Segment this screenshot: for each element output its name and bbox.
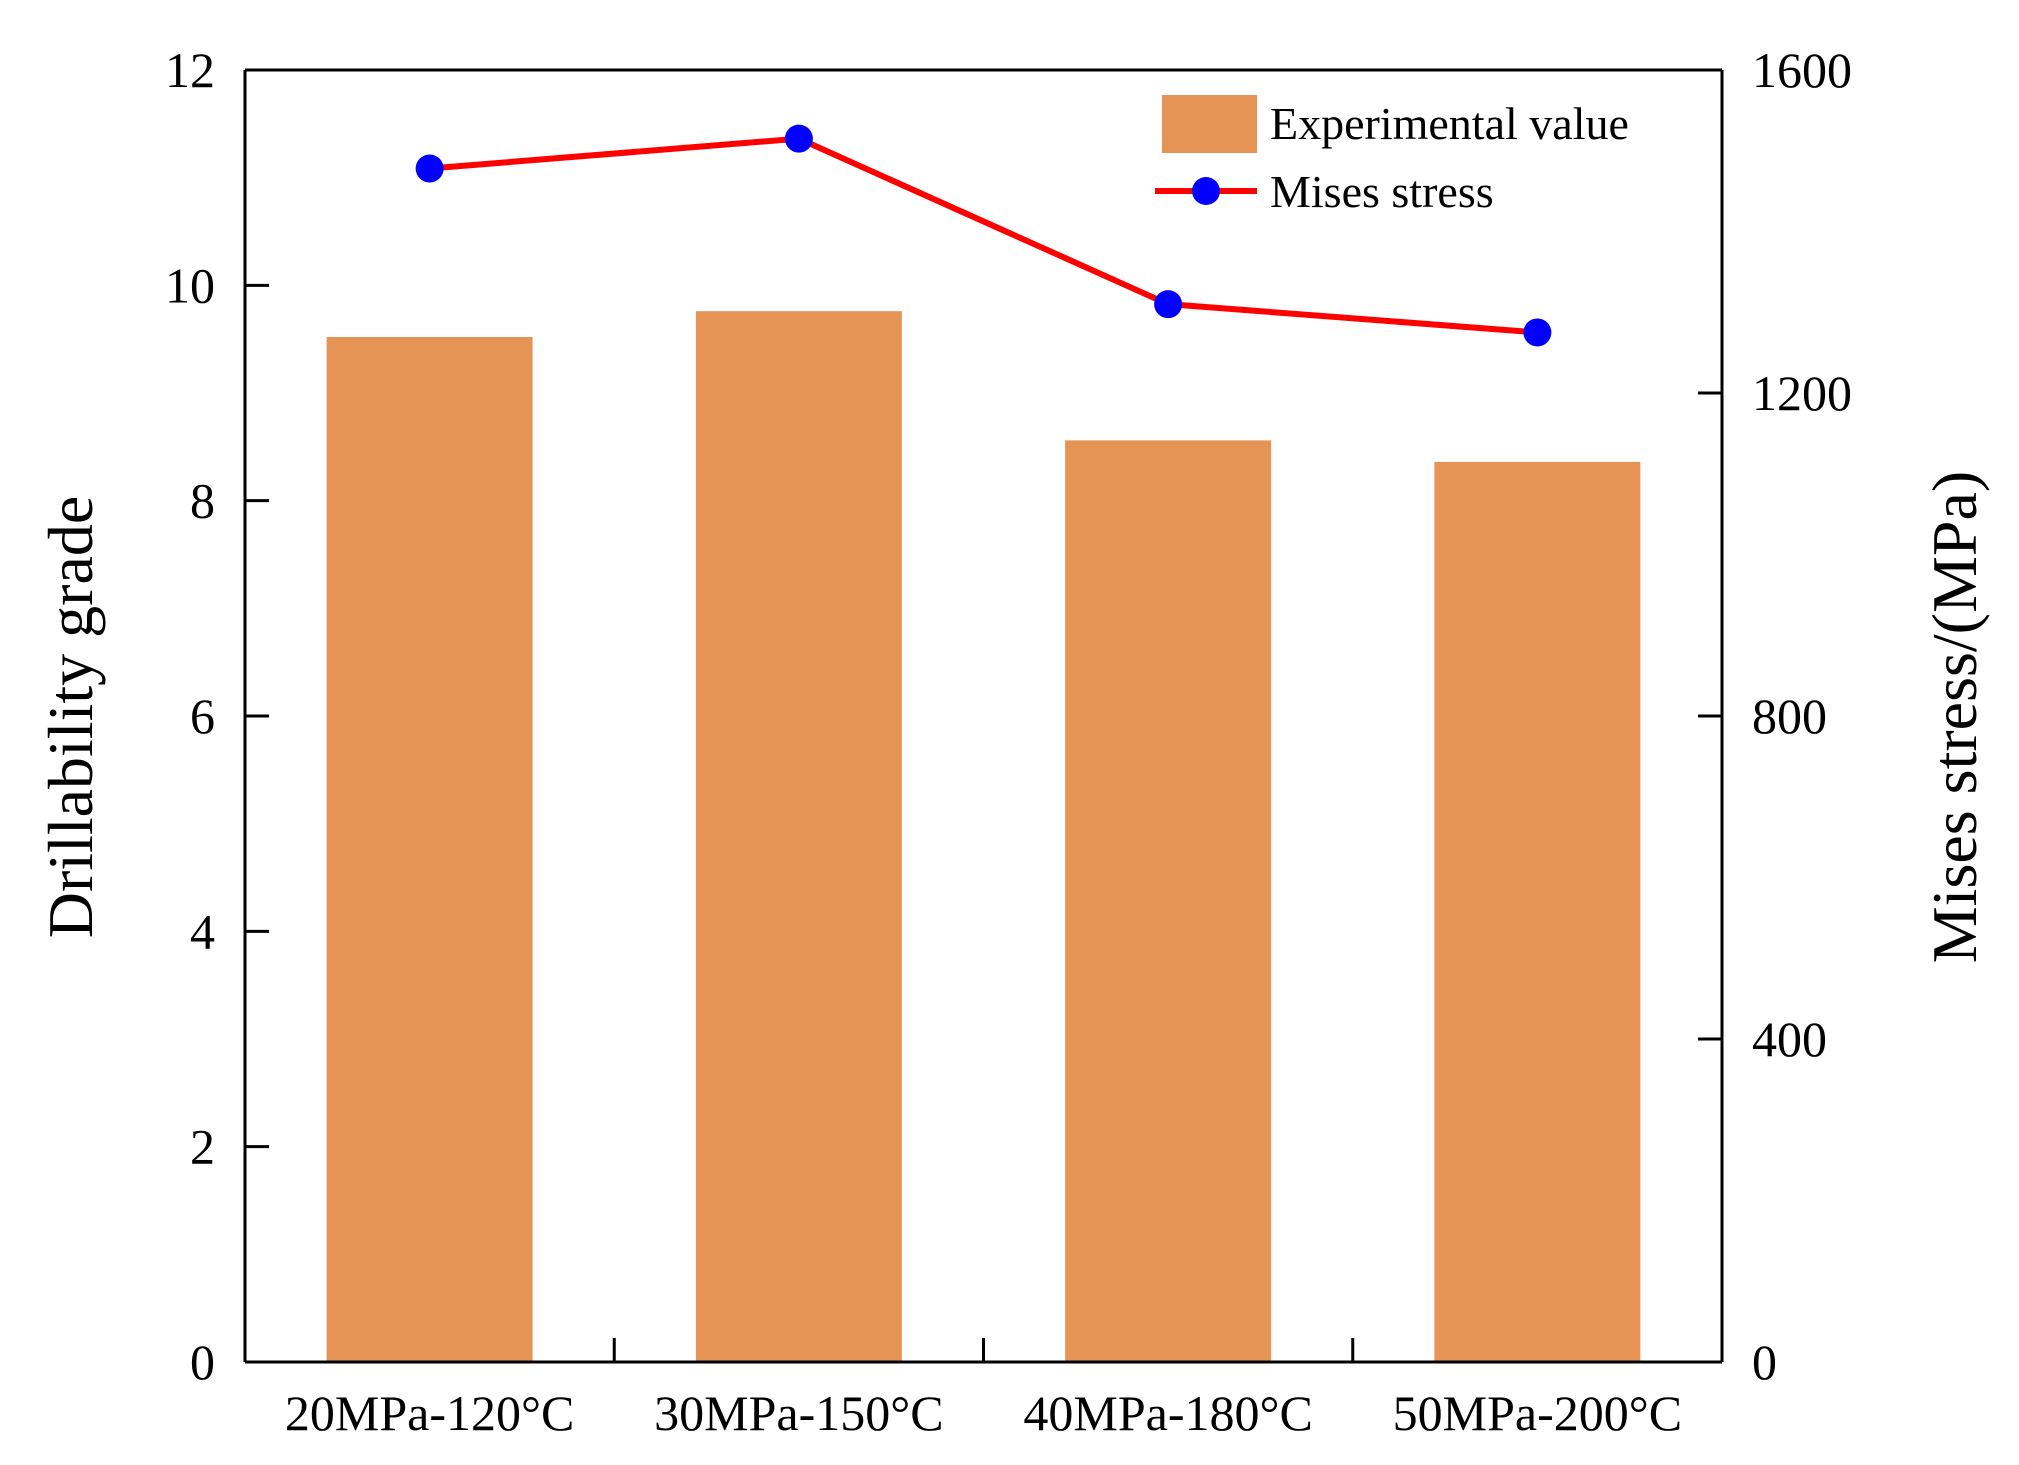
bar-3 [1065,440,1272,1363]
mises-stress-point-3 [1154,290,1183,319]
y-tick-label: 0 [190,1334,215,1390]
y2-tick-label: 400 [1752,1011,1827,1067]
legend-swatch-experimental [1162,95,1257,153]
y2-axis-title: Mises stress/(MPa) [1919,471,1990,963]
x-tick-label: 20MPa-120°C [285,1385,574,1441]
bar-4 [1434,461,1641,1362]
y-tick-label: 2 [190,1119,215,1175]
y2-tick-label: 1600 [1752,42,1852,98]
bar-1 [326,337,533,1363]
legend: Experimental value Mises stress [1155,95,1629,217]
bar-2 [695,311,902,1362]
y2-tick-label: 0 [1752,1334,1777,1390]
mises-stress-point-1 [415,154,444,183]
mises-stress-point-4 [1523,318,1552,347]
x-tick-label: 30MPa-150°C [654,1385,943,1441]
mises-stress-point-2 [784,124,813,153]
y-axis-title: Drillability grade [35,496,106,939]
legend-label-experimental: Experimental value [1270,98,1629,149]
mises-stress-line [429,135,1538,336]
y-tick-label: 8 [190,473,215,529]
legend-swatch-marker [1192,177,1220,205]
y-tick-label: 6 [190,688,215,744]
x-tick-label: 50MPa-200°C [1393,1385,1682,1441]
x-tick-label: 40MPa-180°C [1023,1385,1312,1441]
y-tick-label: 4 [190,903,215,959]
legend-label-mises: Mises stress [1270,166,1494,217]
y-tick-label: 10 [165,257,215,313]
y-tick-label: 12 [165,42,215,98]
y2-tick-label: 1200 [1752,365,1852,421]
y2-tick-label: 800 [1752,688,1827,744]
